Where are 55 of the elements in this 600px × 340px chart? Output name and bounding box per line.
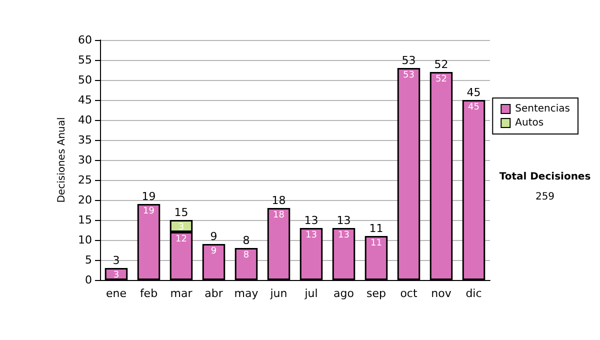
x-tick-label: jul bbox=[304, 287, 318, 300]
y-tick-label: 10 bbox=[78, 234, 92, 246]
y-tick-label: 50 bbox=[78, 74, 92, 86]
data-label: 13 bbox=[338, 230, 350, 240]
x-tick-label: feb bbox=[140, 287, 158, 300]
data-label: 9 bbox=[210, 246, 217, 256]
data-label: 11 bbox=[370, 238, 382, 248]
x-tick-label: jun bbox=[269, 287, 288, 300]
x-tick-label: mar bbox=[170, 287, 193, 300]
y-tick-label: 45 bbox=[78, 94, 92, 106]
y-tick-label: 5 bbox=[85, 254, 92, 266]
y-tick-label: 20 bbox=[78, 194, 92, 206]
x-tick-label: ago bbox=[334, 287, 354, 300]
total-label: 52 bbox=[434, 58, 448, 71]
data-label: 13 bbox=[306, 230, 317, 240]
total-label: 11 bbox=[369, 222, 384, 235]
legend-label: Sentencias bbox=[515, 104, 570, 114]
y-tick-label: 15 bbox=[78, 214, 92, 226]
y-tick-label: 30 bbox=[78, 154, 92, 166]
total-label: 19 bbox=[142, 190, 156, 203]
text: 259 bbox=[535, 192, 555, 202]
total-label: 8 bbox=[242, 234, 250, 247]
y-tick-label: 40 bbox=[78, 114, 92, 126]
y-tick-label: 55 bbox=[78, 54, 92, 66]
data-label: 52 bbox=[436, 74, 447, 84]
data-label: 45 bbox=[468, 102, 480, 112]
total-label: 9 bbox=[210, 230, 218, 243]
data-label: 3 bbox=[113, 270, 120, 280]
total-label: 45 bbox=[466, 86, 481, 99]
data-label: 8 bbox=[243, 250, 250, 260]
total-label: 13 bbox=[304, 214, 318, 227]
x-tick-label: abr bbox=[204, 287, 224, 300]
total-label: 15 bbox=[174, 206, 188, 219]
data-label: 12 bbox=[176, 234, 187, 244]
y-tick-label: 25 bbox=[78, 174, 92, 186]
x-tick-label: oct bbox=[400, 287, 418, 300]
y-tick-label: 60 bbox=[78, 34, 92, 46]
y-axis-title: Decisiones Anual bbox=[56, 117, 68, 203]
x-tick-label: may bbox=[234, 287, 259, 300]
text: Total Decisiones bbox=[499, 172, 591, 182]
total-label: 18 bbox=[272, 194, 286, 207]
y-tick-label: 35 bbox=[78, 134, 92, 146]
x-tick-label: nov bbox=[431, 287, 452, 300]
data-label: 18 bbox=[273, 210, 285, 220]
legend-label: Autos bbox=[515, 118, 544, 128]
data-label: 19 bbox=[143, 206, 155, 216]
x-tick-label: ene bbox=[106, 287, 127, 300]
data-label: 53 bbox=[403, 70, 414, 80]
data-label: 3 bbox=[178, 222, 184, 232]
total-label: 13 bbox=[336, 214, 351, 227]
x-tick-label: sep bbox=[366, 287, 386, 300]
total-label: 53 bbox=[402, 54, 416, 67]
x-tick-label: dic bbox=[466, 287, 482, 300]
y-tick-label: 0 bbox=[85, 274, 92, 286]
total-label: 3 bbox=[112, 254, 120, 267]
